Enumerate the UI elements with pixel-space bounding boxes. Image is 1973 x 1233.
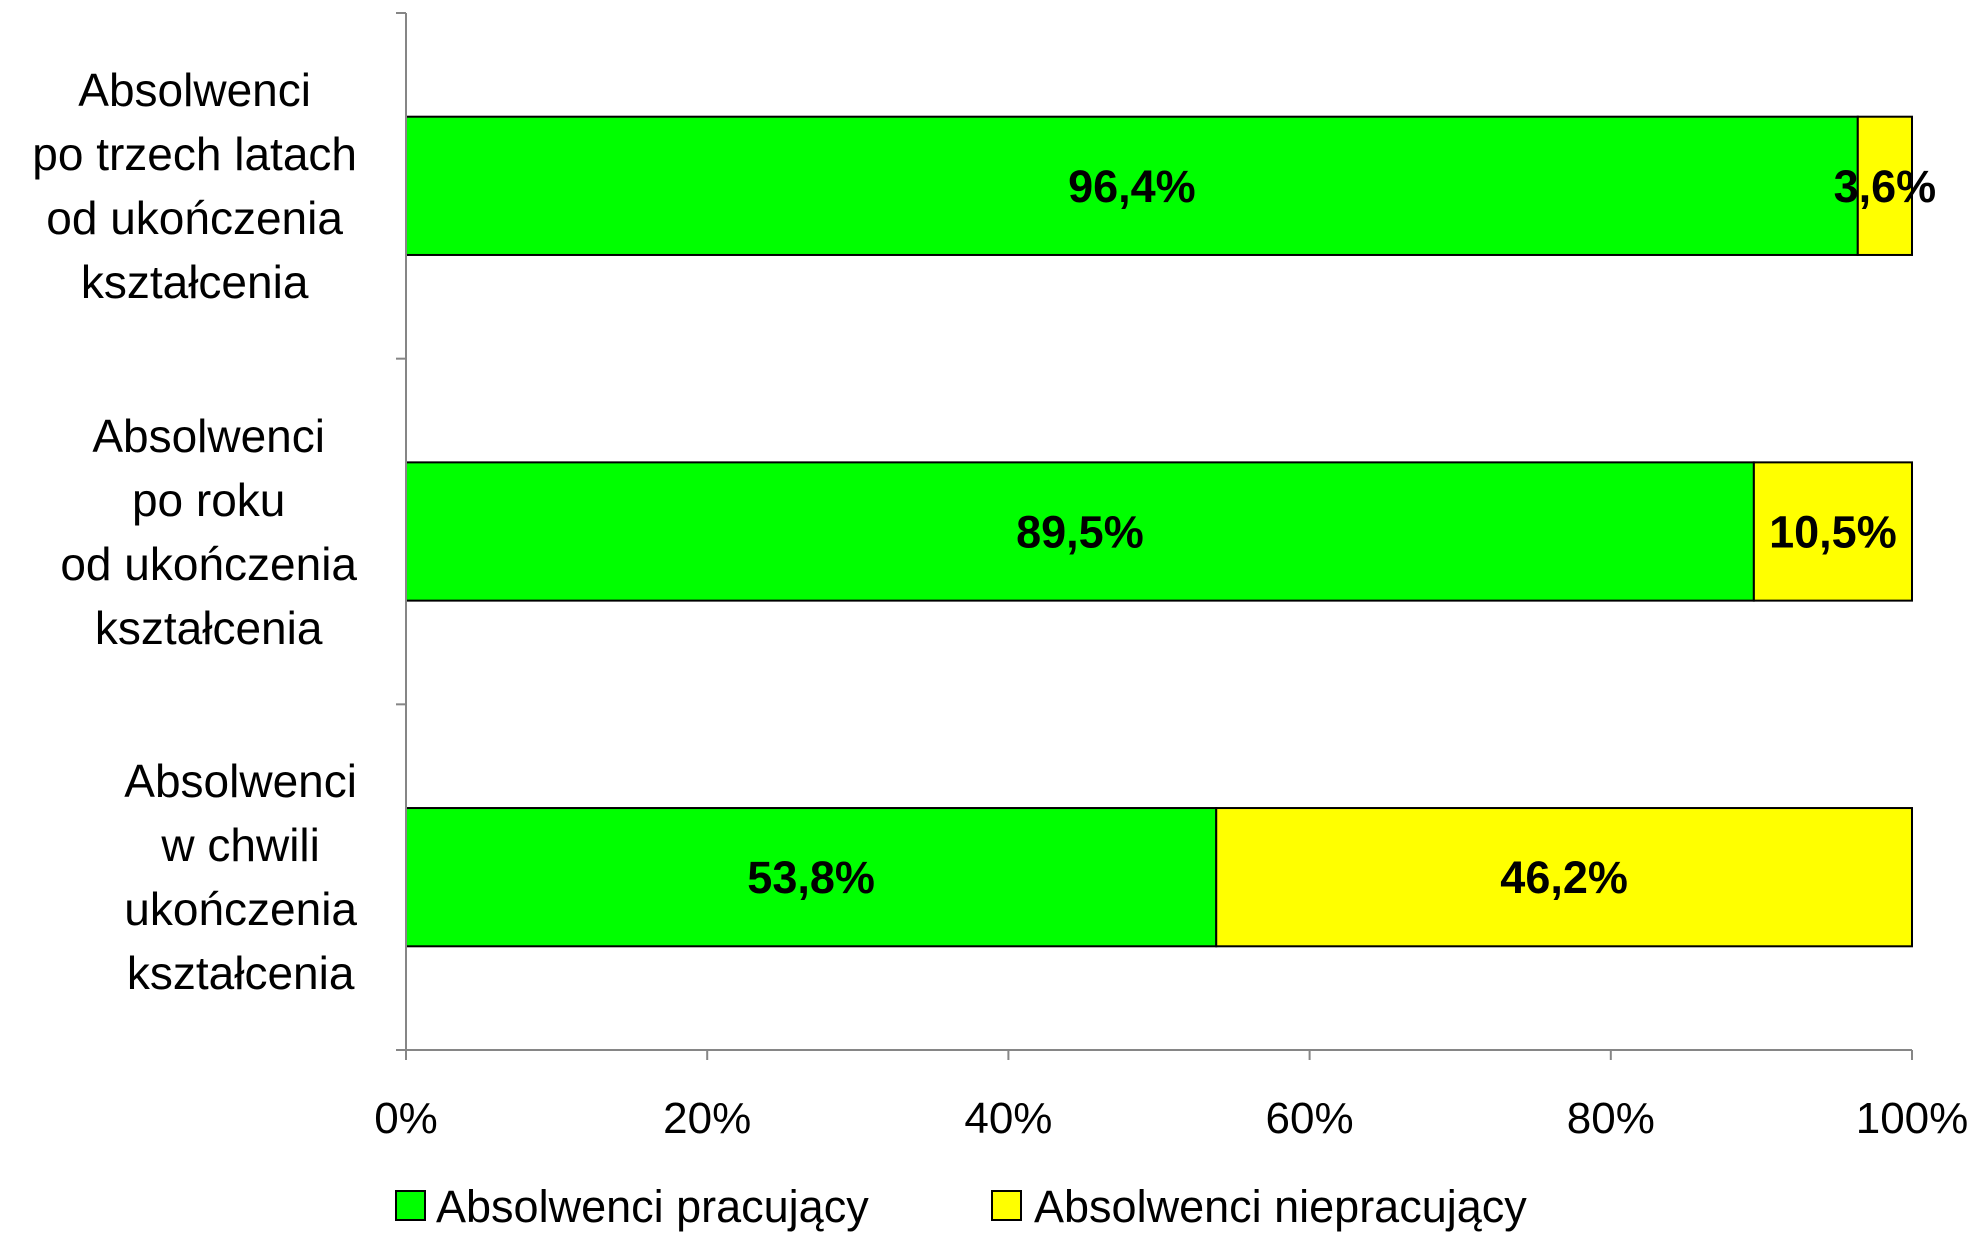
x-tick-label: 100%	[1856, 1094, 1969, 1143]
x-tick-label: 60%	[1266, 1094, 1354, 1143]
bar-segment-not-working	[1752, 461, 1913, 602]
bar-segment-working	[405, 461, 1755, 602]
x-tick-label: 80%	[1567, 1094, 1655, 1143]
data-label: 89,5%	[1016, 507, 1144, 558]
category-label: Absolwenci po trzech latach od ukończeni…	[32, 63, 357, 308]
category-label: Absolwenci w chwili ukończenia kształcen…	[124, 755, 357, 1000]
data-label: 3,6%	[1834, 161, 1937, 212]
legend: Absolwenci pracujący Absolwenci niepracu…	[395, 1181, 1527, 1232]
y-axis-ticks	[396, 12, 406, 1051]
x-tick-label: 20%	[663, 1094, 751, 1143]
x-axis-ticks	[405, 1050, 1913, 1060]
data-label: 53,8%	[747, 852, 875, 903]
data-labels-layer: 96,4% 3,6% 89,5% 10,5% 53,8% 46,2%	[747, 161, 1936, 903]
category-label: Absolwenci po roku od ukończenia kształc…	[60, 409, 357, 654]
bars-layer	[405, 115, 1914, 948]
x-tick-label: 40%	[964, 1094, 1052, 1143]
legend-swatch-working	[395, 1190, 426, 1221]
bar-segment-working	[405, 807, 1218, 948]
data-label: 10,5%	[1769, 507, 1897, 558]
data-label: 96,4%	[1068, 161, 1196, 212]
bar-segment-working	[405, 115, 1859, 256]
bar-segment-not-working	[1856, 115, 1914, 256]
legend-swatch-not-working	[991, 1190, 1022, 1221]
x-axis-tick-labels: 0% 20% 40% 60% 80% 100%	[374, 1094, 1968, 1143]
legend-label-working: Absolwenci pracujący	[436, 1181, 869, 1232]
legend-label-not-working: Absolwenci niepracujący	[1034, 1181, 1527, 1232]
data-label: 46,2%	[1500, 852, 1628, 903]
bar-segment-not-working	[1215, 807, 1913, 948]
x-tick-label: 0%	[374, 1094, 438, 1143]
